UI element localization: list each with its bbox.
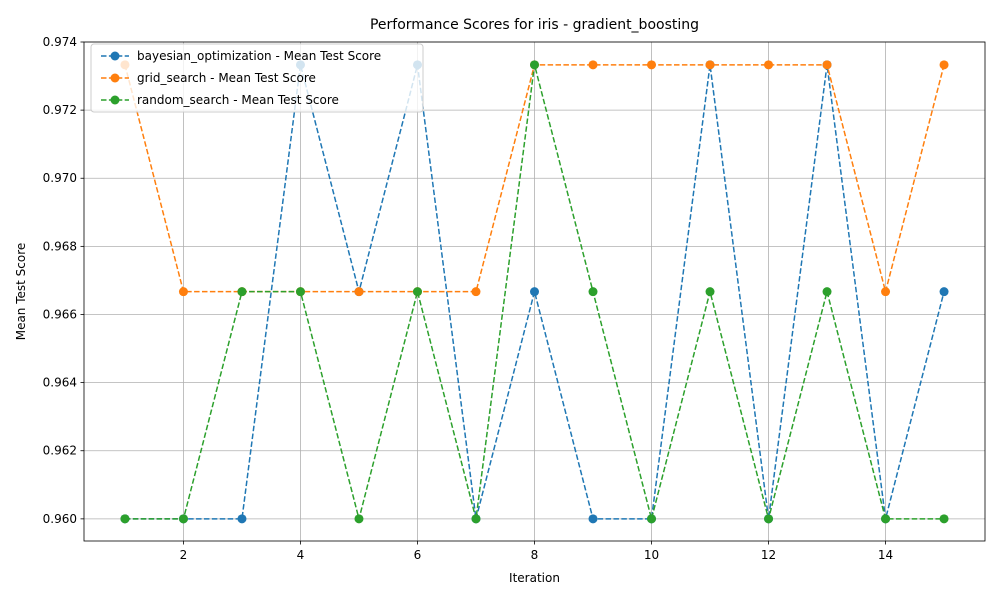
data-point bbox=[354, 287, 364, 297]
legend-swatch-marker bbox=[110, 95, 120, 105]
series-3 bbox=[120, 60, 949, 524]
data-point bbox=[588, 514, 598, 524]
data-point bbox=[764, 60, 774, 70]
x-tick-label: 2 bbox=[180, 548, 188, 562]
x-tick-label: 4 bbox=[297, 548, 305, 562]
x-tick-label: 6 bbox=[414, 548, 422, 562]
x-tick-label: 8 bbox=[531, 548, 539, 562]
data-point bbox=[939, 514, 949, 524]
data-point bbox=[881, 514, 891, 524]
y-tick-label: 0.970 bbox=[43, 171, 77, 185]
legend-label: random_search - Mean Test Score bbox=[137, 93, 339, 107]
legend-label: grid_search - Mean Test Score bbox=[137, 71, 316, 85]
x-tick-label: 14 bbox=[878, 548, 893, 562]
data-point bbox=[705, 287, 715, 297]
y-axis-label: Mean Test Score bbox=[14, 243, 28, 341]
y-tick-label: 0.968 bbox=[43, 239, 77, 253]
data-point bbox=[237, 514, 247, 524]
data-point bbox=[237, 287, 247, 297]
series-group bbox=[120, 60, 949, 524]
x-axis-label: Iteration bbox=[509, 571, 560, 585]
legend: bayesian_optimization - Mean Test Score g… bbox=[90, 43, 424, 113]
data-point bbox=[822, 60, 832, 70]
legend-swatch-marker bbox=[110, 73, 120, 83]
data-point bbox=[354, 514, 364, 524]
data-point bbox=[295, 287, 305, 297]
data-point bbox=[178, 514, 188, 524]
y-tick-label: 0.962 bbox=[43, 444, 77, 458]
y-tick-label: 0.960 bbox=[43, 512, 77, 526]
legend-item: grid_search - Mean Test Score bbox=[101, 71, 316, 85]
data-point bbox=[764, 514, 774, 524]
x-tick-label: 10 bbox=[644, 548, 659, 562]
data-point bbox=[647, 514, 657, 524]
data-point bbox=[647, 60, 657, 70]
data-point bbox=[530, 60, 539, 70]
data-point bbox=[530, 287, 539, 297]
y-tick-label: 0.972 bbox=[43, 103, 77, 117]
data-point bbox=[120, 514, 130, 524]
legend-item: random_search - Mean Test Score bbox=[101, 93, 339, 107]
data-point bbox=[939, 287, 949, 297]
data-point bbox=[881, 287, 891, 297]
series-line bbox=[124, 64, 945, 520]
chart-title: Performance Scores for iris - gradient_b… bbox=[370, 17, 699, 33]
legend-item: bayesian_optimization - Mean Test Score bbox=[101, 49, 381, 63]
y-tick-label: 0.964 bbox=[43, 376, 77, 390]
legend-swatch-marker bbox=[110, 51, 120, 61]
data-point bbox=[412, 287, 422, 297]
data-point bbox=[471, 514, 481, 524]
data-point bbox=[471, 287, 481, 297]
data-point bbox=[588, 60, 598, 70]
y-tick-label: 0.966 bbox=[43, 307, 77, 321]
data-point bbox=[822, 287, 832, 297]
y-tick-label: 0.974 bbox=[43, 35, 77, 49]
x-tick-label: 12 bbox=[761, 548, 776, 562]
axis-ticks: 2 4 6 8 10 12 14 0.960 0.962 0.964 0.966 0.968 0.970… bbox=[43, 35, 894, 562]
data-point bbox=[939, 60, 949, 70]
data-point bbox=[588, 287, 598, 297]
legend-label: bayesian_optimization - Mean Test Score bbox=[137, 49, 381, 63]
data-point bbox=[705, 60, 715, 70]
legend-box bbox=[90, 43, 424, 113]
data-point bbox=[178, 287, 188, 297]
